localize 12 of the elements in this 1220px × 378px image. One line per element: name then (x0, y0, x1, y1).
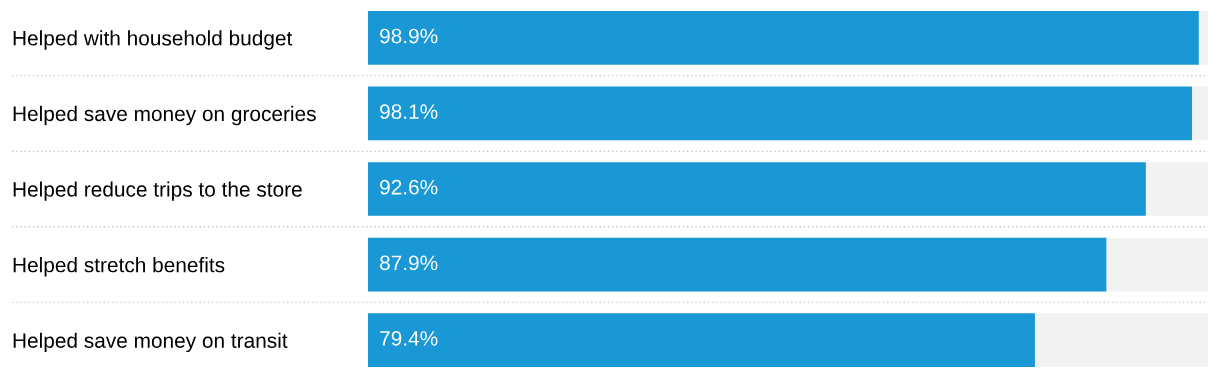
y-tick-label: Helped stretch benefits (13, 257, 225, 277)
data-label: 87.9% (380, 255, 438, 271)
data-label: 98.9% (380, 28, 438, 44)
data-label: 79.4% (380, 331, 438, 346)
data-label: 92.6% (380, 179, 438, 195)
bar (368, 86, 1193, 141)
data-label: 98.1% (380, 104, 438, 119)
y-tick-label: Helped with household budget (13, 30, 293, 50)
y-tick-label: Helped reduce trips to the store (13, 181, 302, 201)
y-tick-label: Helped save money on groceries (13, 105, 316, 126)
y-tick-label: Helped save money on transit (13, 332, 288, 353)
bar (368, 10, 1199, 65)
